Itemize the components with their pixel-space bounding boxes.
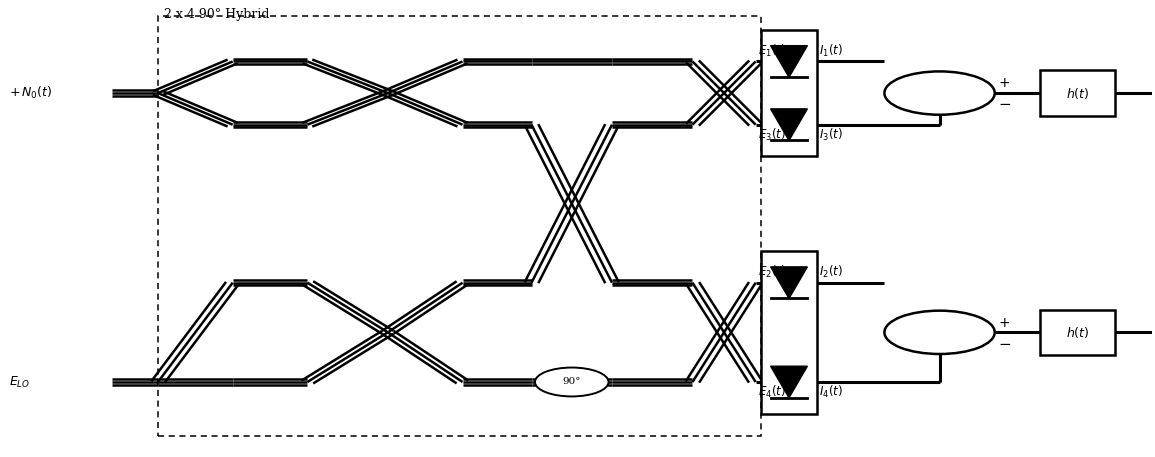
Text: $h(t)$: $h(t)$ (1066, 85, 1089, 101)
Bar (761, 30, 817, 156)
Text: $I_3(t)$: $I_3(t)$ (819, 127, 843, 143)
Text: $I_4(t)$: $I_4(t)$ (819, 384, 843, 400)
Text: $I_1(t)$: $I_1(t)$ (819, 43, 843, 59)
Bar (761, 251, 817, 414)
Polygon shape (770, 109, 807, 140)
Text: 2 x 4 90° Hybrid: 2 x 4 90° Hybrid (164, 8, 269, 21)
Text: $E_1(t)$: $E_1(t)$ (758, 43, 785, 59)
Circle shape (885, 71, 994, 115)
Polygon shape (770, 46, 807, 77)
Circle shape (535, 367, 609, 396)
Text: $E_4(t)$: $E_4(t)$ (758, 384, 785, 400)
Circle shape (885, 311, 994, 354)
Text: $h(t)$: $h(t)$ (1066, 325, 1089, 340)
Text: −: − (998, 337, 1011, 352)
Text: $+\,N_0(t)$: $+\,N_0(t)$ (8, 85, 52, 101)
Text: $I_2(t)$: $I_2(t)$ (819, 264, 843, 281)
Bar (1041, 310, 1115, 355)
Text: 90°: 90° (562, 377, 581, 387)
Polygon shape (770, 267, 807, 298)
Text: +: + (998, 76, 1009, 90)
Text: −: − (998, 97, 1011, 112)
Text: +: + (998, 316, 1009, 329)
Text: $E_{LO}$: $E_{LO}$ (8, 374, 30, 389)
Bar (1041, 70, 1115, 116)
Polygon shape (770, 366, 807, 398)
Text: $E_3(t)$: $E_3(t)$ (758, 127, 785, 143)
Text: $E_2(t)$: $E_2(t)$ (758, 264, 785, 281)
